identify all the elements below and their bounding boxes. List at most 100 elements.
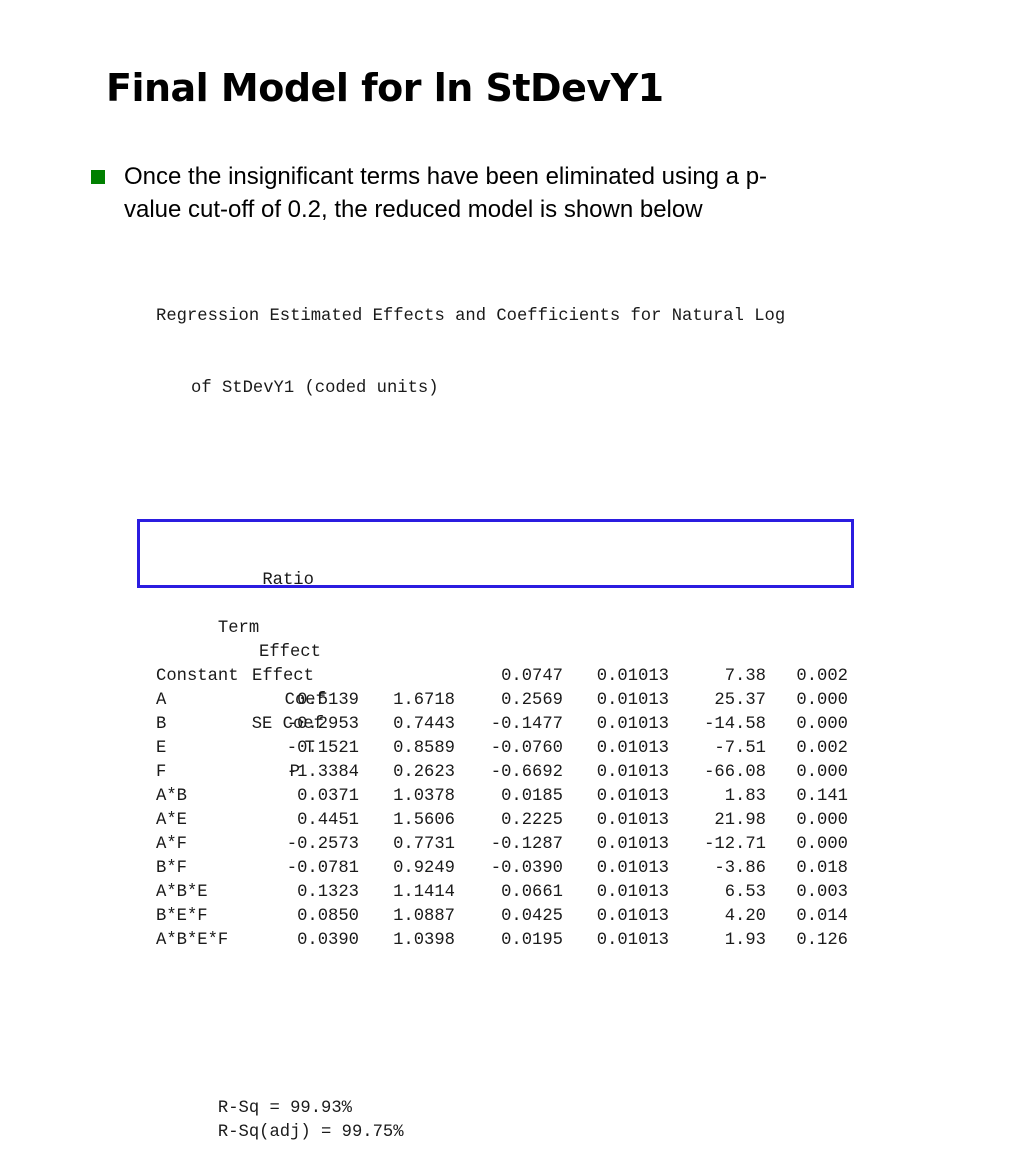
cell-term: A [156,691,167,710]
cell-se-coef: 0.01013 [596,667,669,686]
cell-p-value: 0.126 [796,931,848,950]
cell-term: A*B [156,787,187,806]
cell-effect: -0.2573 [286,835,359,854]
cell-t-value: 25.37 [714,691,766,710]
cell-coef: -0.1477 [490,715,563,734]
cell-ratio-effect: 0.9249 [393,859,455,878]
table-row: Constant 0.0747 0.01013 7.38 0.002 [156,665,848,689]
cell-t-value: -3.86 [714,859,766,878]
output-heading: Regression Estimated Effects and Coeffic… [156,307,786,326]
cell-coef: 0.0185 [501,787,563,806]
table-row: A*B 0.0371 1.0378 0.0185 0.01013 1.83 0.141 [156,785,848,809]
table-row: B*F -0.0781 0.9249 -0.0390 0.01013 -3.86 0.018 [156,857,848,881]
cell-t-value: -66.08 [704,763,766,782]
cell-coef: -0.0390 [490,859,563,878]
cell-p-value: 0.000 [796,763,848,782]
cell-ratio-effect: 0.7731 [393,835,455,854]
cell-p-value: 0.002 [796,739,848,758]
cell-coef: -0.6692 [490,763,563,782]
cell-se-coef: 0.01013 [596,787,669,806]
r-sq: R-Sq = 99.93% [217,1099,352,1118]
cell-effect: 0.0850 [297,907,359,926]
cell-t-value: 21.98 [714,811,766,830]
column-header-term: Term [217,619,260,638]
cell-se-coef: 0.01013 [596,811,669,830]
cell-term: E [156,739,167,758]
regression-output: Regression Estimated Effects and Coeffic… [156,257,848,1145]
cell-coef: -0.0760 [490,739,563,758]
table-row: A*E 0.4451 1.5606 0.2225 0.01013 21.98 0.000 [156,809,848,833]
slide-title: Final Model for ln StDevY1 [106,66,664,110]
cell-effect: 0.0390 [297,931,359,950]
cell-ratio-effect: 1.6718 [393,691,455,710]
cell-se-coef: 0.01013 [596,931,669,950]
table-row: E -0.1521 0.8589 -0.0760 0.01013 -7.51 0.002 [156,737,848,761]
cell-ratio-effect: 1.0398 [393,931,455,950]
cell-se-coef: 0.01013 [596,835,669,854]
cell-effect: 0.4451 [297,811,359,830]
table-row: B*E*F 0.0850 1.0887 0.0425 0.01013 4.20 0.014 [156,905,848,929]
blank-line [156,1001,848,1025]
cell-se-coef: 0.01013 [596,883,669,902]
cell-term: A*F [156,835,187,854]
cell-t-value: 4.20 [724,907,766,926]
cell-effect: 0.1323 [297,883,359,902]
table-header-top: Ratio [156,521,848,590]
cell-se-coef: 0.01013 [596,715,669,734]
column-header-ratio-effect: Effect [252,667,314,686]
table-row: F -1.3384 0.2623 -0.6692 0.01013 -66.08 0.000 [156,761,848,785]
table-row: A*B*E 0.1323 1.1414 0.0661 0.01013 6.53 0.003 [156,881,848,905]
table-row: A 0.5139 1.6718 0.2569 0.01013 25.37 0.000 [156,689,848,713]
cell-ratio-effect: 0.7443 [393,715,455,734]
cell-coef: 0.0425 [501,907,563,926]
cell-coef: -0.1287 [490,835,563,854]
cell-ratio-effect: 1.5606 [393,811,455,830]
column-header-effect: Effect [259,643,321,662]
cell-p-value: 0.018 [796,859,848,878]
cell-se-coef: 0.01013 [596,763,669,782]
cell-effect: -0.1521 [286,739,359,758]
cell-coef: 0.0747 [501,667,563,686]
cell-ratio-effect: 0.8589 [393,739,455,758]
cell-p-value: 0.000 [796,835,848,854]
cell-term: B*F [156,859,187,878]
cell-p-value: 0.000 [796,811,848,830]
cell-effect: 0.0371 [297,787,359,806]
column-header-t: T [304,739,315,758]
cell-p-value: 0.002 [796,667,848,686]
cell-t-value: -7.51 [714,739,766,758]
cell-coef: 0.2569 [501,691,563,710]
table-rows: Constant 0.0747 0.01013 7.38 0.002 A 0.5139 1.6… [156,665,848,953]
blank-line [156,449,848,473]
cell-se-coef: 0.01013 [596,907,669,926]
column-header-coef: Coef [284,691,326,710]
cell-se-coef: 0.01013 [596,691,669,710]
cell-coef: 0.2225 [501,811,563,830]
cell-ratio-effect: 1.0887 [393,907,455,926]
cell-coef: 0.0661 [501,883,563,902]
cell-coef: 0.0195 [501,931,563,950]
bullet-text: Once the insignificant terms have been e… [124,160,914,226]
r-sq-adj: R-Sq(adj) = 99.75% [217,1123,404,1142]
table-header: Term Effect Effect Coef SE Coef T P [156,593,848,782]
cell-term: A*B*E*F [156,931,229,950]
cell-effect: -1.3384 [286,763,359,782]
cell-ratio-effect: 1.0378 [393,787,455,806]
fit-statistics: R-Sq = 99.93% R-Sq(adj) = 99.75% [156,1073,848,1142]
cell-se-coef: 0.01013 [596,859,669,878]
column-header-ratio: Ratio [262,571,314,590]
column-header-se-coef: SE Coef [251,715,324,734]
cell-t-value: -12.71 [704,835,766,854]
cell-effect: 0.5139 [297,691,359,710]
cell-term: B [156,715,167,734]
table-row: A*B*E*F 0.0390 1.0398 0.0195 0.01013 1.93 0.12… [156,929,848,953]
slide: Final Model for ln StDevY1 Once the insi… [91,66,914,1142]
cell-effect: -0.2953 [286,715,359,734]
cell-term: F [156,763,167,782]
cell-term: A*E [156,811,187,830]
cell-t-value: 7.38 [724,667,766,686]
output-heading-continued: of StDevY1 (coded units) [191,379,439,398]
cell-p-value: 0.003 [796,883,848,902]
cell-p-value: 0.014 [796,907,848,926]
cell-term: B*E*F [156,907,208,926]
